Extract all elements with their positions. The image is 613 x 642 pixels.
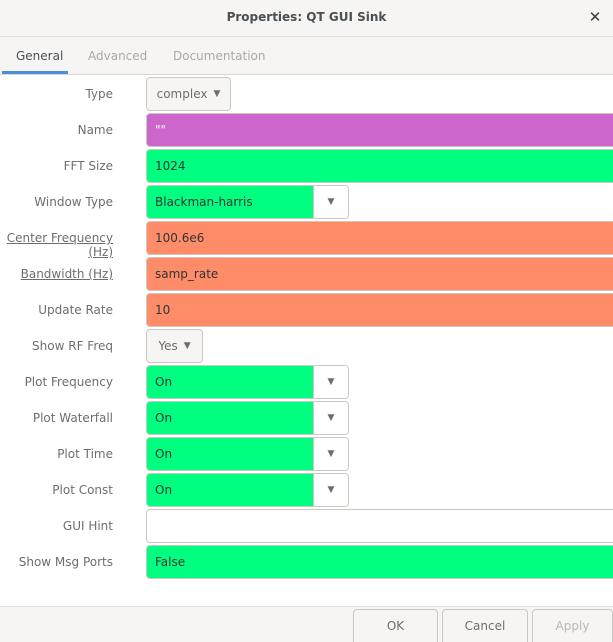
update-rate-label: Update Rate <box>38 303 113 317</box>
plot-time-label: Plot Time <box>57 447 113 461</box>
chevron-down-icon[interactable]: ▼ <box>314 402 348 434</box>
chevron-down-icon: ▼ <box>183 341 191 351</box>
gui-hint-label: GUI Hint <box>62 519 113 533</box>
fft-size-input[interactable]: 1024 <box>146 149 613 183</box>
type-value: complex <box>156 87 208 101</box>
plot-frequency-combo[interactable]: On ▼ <box>146 365 349 399</box>
gui-hint-input[interactable] <box>146 509 613 543</box>
show-msg-ports-input[interactable]: False <box>146 545 613 579</box>
center-frequency-input[interactable]: 100.6e6 <box>146 221 613 255</box>
window-title: Properties: QT GUI Sink <box>226 10 387 24</box>
window-type-value[interactable]: Blackman-harris <box>147 186 314 218</box>
chevron-down-icon[interactable]: ▼ <box>314 186 348 218</box>
tab-bar: General Advanced Documentation <box>0 37 613 75</box>
close-icon[interactable]: ✕ <box>588 8 602 26</box>
plot-const-value[interactable]: On <box>147 474 314 506</box>
type-label: Type <box>85 87 113 101</box>
bandwidth-input[interactable]: samp_rate <box>146 257 613 291</box>
show-rf-freq-label: Show RF Freq <box>32 339 113 353</box>
chevron-down-icon[interactable]: ▼ <box>314 438 348 470</box>
dialog-footer: OK Cancel Apply <box>0 606 613 642</box>
show-msg-ports-label: Show Msg Ports <box>18 555 113 569</box>
plot-waterfall-value[interactable]: On <box>147 402 314 434</box>
center-frequency-label-text: Center Frequency (Hz) <box>6 231 113 259</box>
update-rate-input[interactable]: 10 <box>146 293 613 327</box>
show-rf-freq-dropdown[interactable]: Yes ▼ <box>146 329 203 363</box>
cancel-button[interactable]: Cancel <box>442 609 528 642</box>
window-type-combo[interactable]: Blackman-harris ▼ <box>146 185 349 219</box>
type-dropdown[interactable]: complex ▼ <box>146 77 231 111</box>
apply-button[interactable]: Apply <box>532 609 613 642</box>
fft-size-label: FFT Size <box>63 159 113 173</box>
chevron-down-icon[interactable]: ▼ <box>314 366 348 398</box>
center-frequency-label: Center Frequency (Hz) <box>0 231 113 259</box>
tab-advanced[interactable]: Advanced <box>88 49 148 63</box>
ok-button[interactable]: OK <box>353 609 438 642</box>
bandwidth-label: Bandwidth (Hz) <box>0 267 113 281</box>
plot-frequency-label: Plot Frequency <box>24 375 113 389</box>
show-rf-freq-value: Yes <box>158 339 178 353</box>
title-bar: Properties: QT GUI Sink ✕ <box>0 0 613 37</box>
plot-frequency-value[interactable]: On <box>147 366 314 398</box>
plot-const-label: Plot Const <box>52 483 113 497</box>
window-type-label: Window Type <box>34 195 113 209</box>
plot-time-combo[interactable]: On ▼ <box>146 437 349 471</box>
name-input[interactable]: "" <box>146 113 613 147</box>
plot-time-value[interactable]: On <box>147 438 314 470</box>
bandwidth-label-text: Bandwidth (Hz) <box>20 267 113 281</box>
tab-general[interactable]: General <box>16 49 64 63</box>
plot-const-combo[interactable]: On ▼ <box>146 473 349 507</box>
chevron-down-icon[interactable]: ▼ <box>314 474 348 506</box>
chevron-down-icon: ▼ <box>213 89 221 99</box>
active-tab-indicator <box>2 71 68 74</box>
tab-documentation[interactable]: Documentation <box>173 49 266 63</box>
plot-waterfall-combo[interactable]: On ▼ <box>146 401 349 435</box>
plot-waterfall-label: Plot Waterfall <box>32 411 113 425</box>
name-label: Name <box>77 123 113 137</box>
